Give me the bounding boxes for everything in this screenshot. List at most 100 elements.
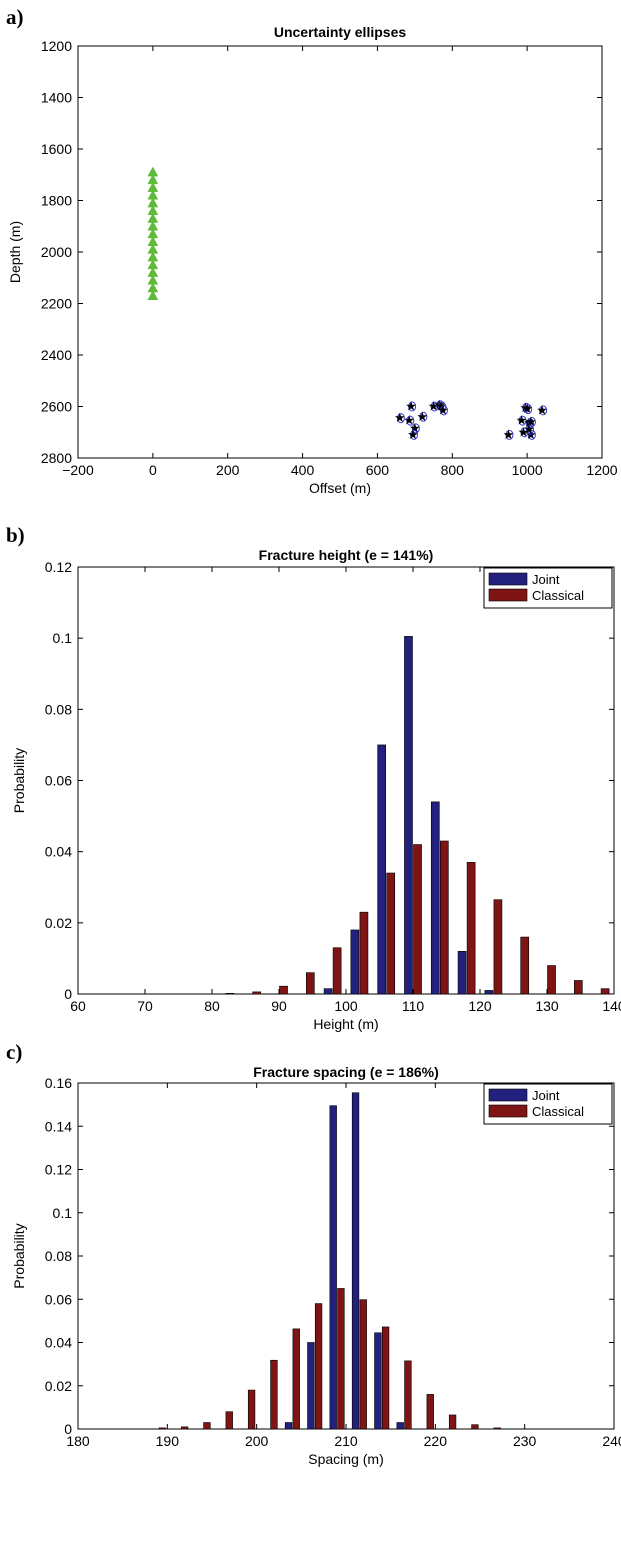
- panel-a-x-tick-label: 0: [149, 462, 157, 478]
- panel-b-ylabel: Probability: [11, 748, 27, 813]
- panel-c-x-tick-label: 220: [424, 1433, 448, 1449]
- panel-b-x-ticks: 60 70 80 90 100 110 120 130 140: [70, 567, 621, 1014]
- bar-classical: [279, 985, 288, 995]
- event-uncertainty-ellipse: [527, 416, 536, 427]
- bar-classical: [314, 1303, 323, 1430]
- panel-b-x-tick-label: 120: [468, 998, 492, 1014]
- event-star: ★: [518, 424, 530, 439]
- event-uncertainty-ellipse: [409, 429, 418, 440]
- panel-c-bars: [158, 1092, 501, 1430]
- panel-c-letter: c): [6, 1040, 22, 1064]
- panel-c-y-tick-label: 0.04: [45, 1335, 72, 1351]
- panel-c-axes-frame: [77, 1082, 615, 1430]
- event-star: ★: [409, 420, 421, 435]
- bar-classical: [292, 1328, 300, 1430]
- bar-classical: [448, 1414, 457, 1430]
- panel-a-x-tick-label: 800: [441, 462, 465, 478]
- panel-a-x-tick-label: −200: [62, 462, 94, 478]
- panel-a-x-tick-label: 600: [366, 462, 390, 478]
- panel-b-axes-box: [77, 566, 615, 995]
- bar-joint: [430, 801, 440, 995]
- event-star: ★: [417, 409, 429, 424]
- event-star: ★: [516, 413, 528, 428]
- panel-a-y-tick-label: 2400: [41, 347, 72, 363]
- bar-classical: [439, 840, 449, 995]
- bar-joint: [323, 988, 333, 995]
- panel-c-x-tick-label: 230: [513, 1433, 537, 1449]
- panel-a-x-ticks: −200 0 200 400 600 800 1000 1200: [62, 46, 618, 478]
- bar-classical: [600, 988, 610, 995]
- event-star: ★: [536, 402, 548, 417]
- bar-classical: [471, 1424, 479, 1430]
- panel-a-title: Uncertainty ellipses: [274, 24, 406, 40]
- legend-swatch-classical: [488, 1104, 528, 1118]
- panel-c-x-tick-label: 210: [334, 1433, 358, 1449]
- bar-classical: [413, 844, 422, 995]
- bar-classical: [520, 936, 530, 995]
- panel-a-x-tick-label: 1200: [586, 462, 617, 478]
- bar-joint: [351, 1092, 360, 1430]
- panel-b-axes-frame: [77, 566, 615, 995]
- bar-classical: [493, 899, 503, 995]
- bar-classical: [332, 947, 342, 995]
- bar-classical: [225, 992, 235, 995]
- panel-c-xlabel: Spacing (m): [308, 1451, 383, 1467]
- event-star: ★: [428, 399, 440, 414]
- panel-c-x-tick-label: 200: [245, 1433, 269, 1449]
- event-star: ★: [403, 413, 415, 428]
- event-uncertainty-ellipse: [518, 415, 527, 426]
- legend-label-joint: Joint: [532, 1088, 560, 1103]
- panel-b-bars: [225, 636, 610, 995]
- legend-label-classical: Classical: [532, 588, 584, 603]
- panel-b-x-tick-label: 100: [334, 998, 358, 1014]
- bar-classical: [547, 965, 556, 995]
- event-star: ★: [405, 399, 417, 414]
- panel-a-y-tick-label: 2800: [41, 450, 72, 466]
- panel-b-x-tick-label: 70: [137, 998, 153, 1014]
- bar-classical: [337, 1288, 345, 1430]
- panel-a-y-tick-label: 1200: [41, 38, 72, 54]
- event-uncertainty-ellipse: [411, 423, 420, 434]
- event-uncertainty-ellipse: [505, 429, 514, 440]
- panel-c-y-tick-label: 0: [64, 1421, 72, 1437]
- panel-a-ylabel: Depth (m): [7, 221, 23, 283]
- panel-a-y-tick-label: 1800: [41, 193, 72, 209]
- legend-swatch-classical: [488, 588, 528, 602]
- event-uncertainty-ellipse: [520, 427, 529, 438]
- bar-classical: [386, 872, 396, 995]
- panel-c-y-tick-label: 0.08: [45, 1248, 72, 1264]
- panel-a-x-tick-label: 200: [216, 462, 240, 478]
- panel-b-y-tick-label: 0.1: [53, 630, 73, 646]
- panel-c-y-tick-label: 0.06: [45, 1291, 72, 1307]
- panel-c-x-tick-label: 190: [156, 1433, 180, 1449]
- bar-classical: [466, 862, 476, 995]
- panel-c-fracture-spacing: c) Fracture spacing (e = 186%) Spacing (…: [6, 1040, 621, 1467]
- bar-joint: [396, 1422, 404, 1430]
- event-uncertainty-ellipse: [408, 401, 417, 412]
- bar-classical: [203, 1422, 211, 1430]
- panel-b-x-tick-label: 110: [402, 998, 425, 1014]
- bar-classical: [359, 911, 369, 995]
- panel-c-y-tick-label: 0.16: [45, 1075, 72, 1091]
- bar-classical: [426, 1394, 434, 1430]
- panel-a-y-ticks: 1200 1400 1600 1800 2000 2200 2400 2600 2800: [41, 38, 602, 466]
- event-star: ★: [394, 410, 406, 425]
- panel-b-x-tick-label: 60: [70, 998, 86, 1014]
- event-star: ★: [525, 414, 537, 429]
- panel-b-title: Fracture height (e = 141%): [259, 547, 434, 563]
- panel-c-y-tick-label: 0.14: [45, 1118, 72, 1134]
- bar-joint: [307, 1342, 315, 1430]
- event-uncertainty-ellipse: [406, 415, 415, 426]
- event-star: ★: [521, 401, 533, 416]
- event-star: ★: [523, 415, 535, 430]
- bar-classical: [180, 1426, 189, 1430]
- panel-a-y-tick-label: 2000: [41, 244, 72, 260]
- event-uncertainty-ellipse: [527, 429, 536, 440]
- bar-classical: [247, 1389, 256, 1430]
- panel-a-letter: a): [6, 5, 24, 29]
- bar-joint: [484, 990, 494, 995]
- bar-joint: [377, 744, 387, 995]
- panel-b-y-tick-label: 0: [64, 986, 72, 1002]
- event-star: ★: [437, 402, 449, 417]
